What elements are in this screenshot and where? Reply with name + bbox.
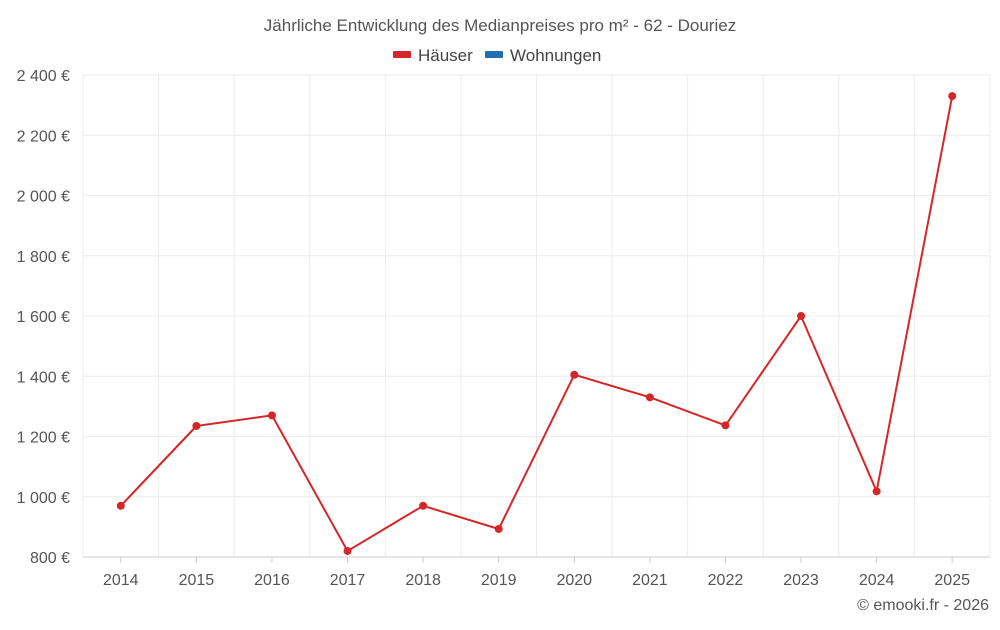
y-tick-label: 1 600 € bbox=[17, 309, 70, 326]
legend-item-wohnungen[interactable]: Wohnungen bbox=[485, 46, 601, 65]
legend-swatch-hauser bbox=[393, 51, 411, 58]
chart-title: Jährliche Entwicklung des Medianpreises … bbox=[264, 16, 736, 35]
axes: 800 € 1 000 € 1 200 € 1 400 € 1 600 € 1 800 €… bbox=[17, 68, 990, 589]
data-point[interactable] bbox=[721, 421, 730, 430]
data-point[interactable] bbox=[116, 501, 125, 510]
data-point[interactable] bbox=[645, 393, 654, 402]
legend-swatch-wohnungen bbox=[485, 51, 503, 58]
y-tick-label: 800 € bbox=[30, 550, 70, 567]
x-tick-label: 2019 bbox=[481, 572, 517, 589]
data-point[interactable] bbox=[872, 487, 881, 496]
x-tick-label: 2021 bbox=[632, 572, 668, 589]
x-tick-label: 2014 bbox=[103, 572, 139, 589]
chart-legend: Häuser Wohnungen bbox=[393, 46, 601, 65]
x-tick-label: 2017 bbox=[330, 572, 366, 589]
data-point[interactable] bbox=[797, 312, 806, 320]
x-tick-label: 2023 bbox=[783, 572, 819, 589]
data-point[interactable] bbox=[343, 546, 352, 555]
data-point[interactable] bbox=[419, 501, 428, 510]
legend-label-wohnungen: Wohnungen bbox=[510, 46, 601, 65]
data-point[interactable] bbox=[494, 524, 503, 533]
y-tick-label: 2 200 € bbox=[17, 128, 70, 145]
y-tick-label: 1 200 € bbox=[17, 430, 70, 447]
series-line bbox=[120, 95, 954, 552]
x-tick-label: 2016 bbox=[254, 572, 290, 589]
x-tick-label: 2024 bbox=[859, 572, 895, 589]
grid bbox=[82, 74, 991, 557]
x-tick-label: 2018 bbox=[405, 572, 441, 589]
legend-label-hauser: Häuser bbox=[418, 46, 473, 65]
x-tick-label: 2025 bbox=[934, 572, 970, 589]
legend-item-hauser[interactable]: Häuser bbox=[393, 46, 473, 65]
credit-text: © emooki.fr - 2026 bbox=[857, 597, 989, 614]
plot-area bbox=[116, 92, 957, 555]
x-tick-label: 2015 bbox=[179, 572, 215, 589]
y-tick-label: 2 400 € bbox=[17, 68, 70, 85]
y-tick-label: 2 000 € bbox=[17, 189, 70, 206]
x-tick-label: 2022 bbox=[708, 572, 744, 589]
data-point[interactable] bbox=[570, 370, 579, 379]
data-point[interactable] bbox=[267, 411, 276, 420]
data-point[interactable] bbox=[948, 92, 957, 101]
x-tick-label: 2020 bbox=[556, 572, 592, 589]
y-tick-label: 1 000 € bbox=[17, 490, 70, 507]
data-point[interactable] bbox=[192, 421, 201, 430]
y-tick-label: 1 800 € bbox=[17, 249, 70, 266]
y-tick-label: 1 400 € bbox=[17, 369, 70, 386]
